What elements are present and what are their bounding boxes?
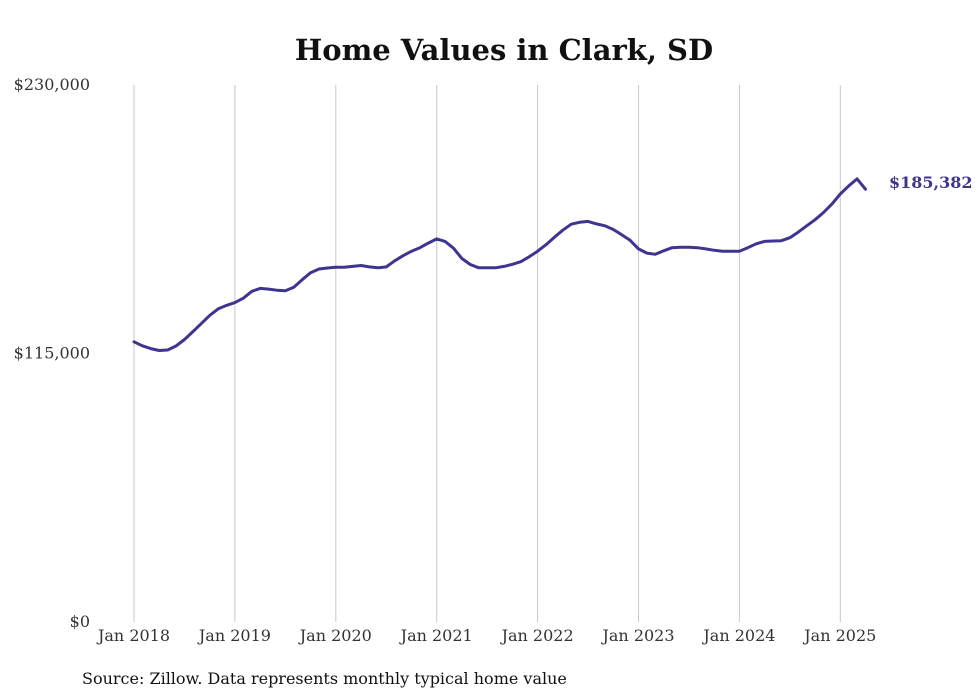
x-tick-label: Jan 2021 <box>399 626 473 645</box>
source-note: Source: Zillow. Data represents monthly … <box>82 669 567 688</box>
x-tick-label: Jan 2018 <box>96 626 170 645</box>
vertical-gridlines <box>133 85 841 622</box>
x-tick-label: Jan 2019 <box>197 626 271 645</box>
series-line-0 <box>132 177 867 352</box>
y-axis-tick-labels: $0 $115,000 $230,000 <box>14 75 90 631</box>
x-tick-label: Jan 2020 <box>298 626 372 645</box>
y-tick-label: $0 <box>70 612 90 631</box>
x-tick-label: Jan 2024 <box>701 626 775 645</box>
chart-title: Home Values in Clark, SD <box>295 33 713 67</box>
x-tick-label: Jan 2023 <box>600 626 674 645</box>
y-tick-label: $115,000 <box>14 344 90 363</box>
last-value-label: $185,382 <box>889 173 973 192</box>
x-axis-tick-labels: Jan 2018 Jan 2019 Jan 2020 Jan 2021 Jan 2022… <box>96 626 876 645</box>
x-tick-label: Jan 2025 <box>802 626 876 645</box>
y-tick-label: $230,000 <box>14 75 90 94</box>
x-tick-label: Jan 2022 <box>500 626 574 645</box>
home-value-series <box>132 177 867 352</box>
